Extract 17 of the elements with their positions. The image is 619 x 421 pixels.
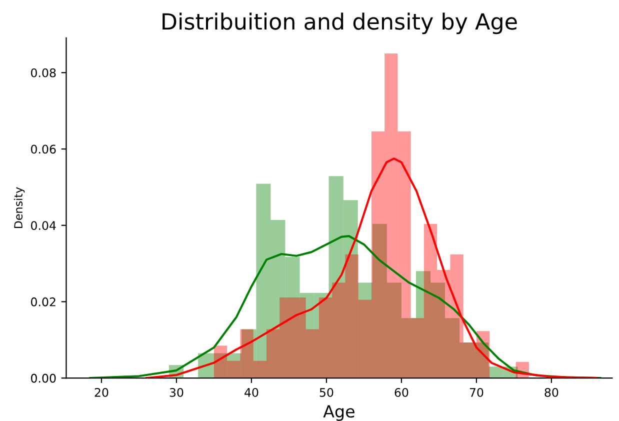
y-tick-label: 0.04 (31, 221, 56, 230)
x-tick-label: 80 (544, 388, 558, 397)
x-tick-label: 20 (94, 388, 108, 397)
y-tick-label: 0.02 (31, 297, 56, 306)
x-tick-label: 40 (244, 388, 258, 397)
y-axis-title: Density (14, 187, 25, 228)
x-tick-label: 30 (170, 388, 184, 397)
y-tick-label: 0.08 (31, 68, 56, 78)
y-tick-label: 0.00 (31, 374, 56, 383)
chart-title: Distribuition and density by Age (162, 12, 517, 34)
x-tick-label: 70 (470, 388, 484, 397)
x-tick-label: 50 (320, 388, 334, 397)
y-tick-label: 0.06 (31, 144, 56, 154)
line-series (145, 157, 598, 378)
x-tick-label: 60 (394, 388, 408, 397)
x-axis-title: Age (323, 405, 354, 421)
line-series (89, 234, 602, 378)
